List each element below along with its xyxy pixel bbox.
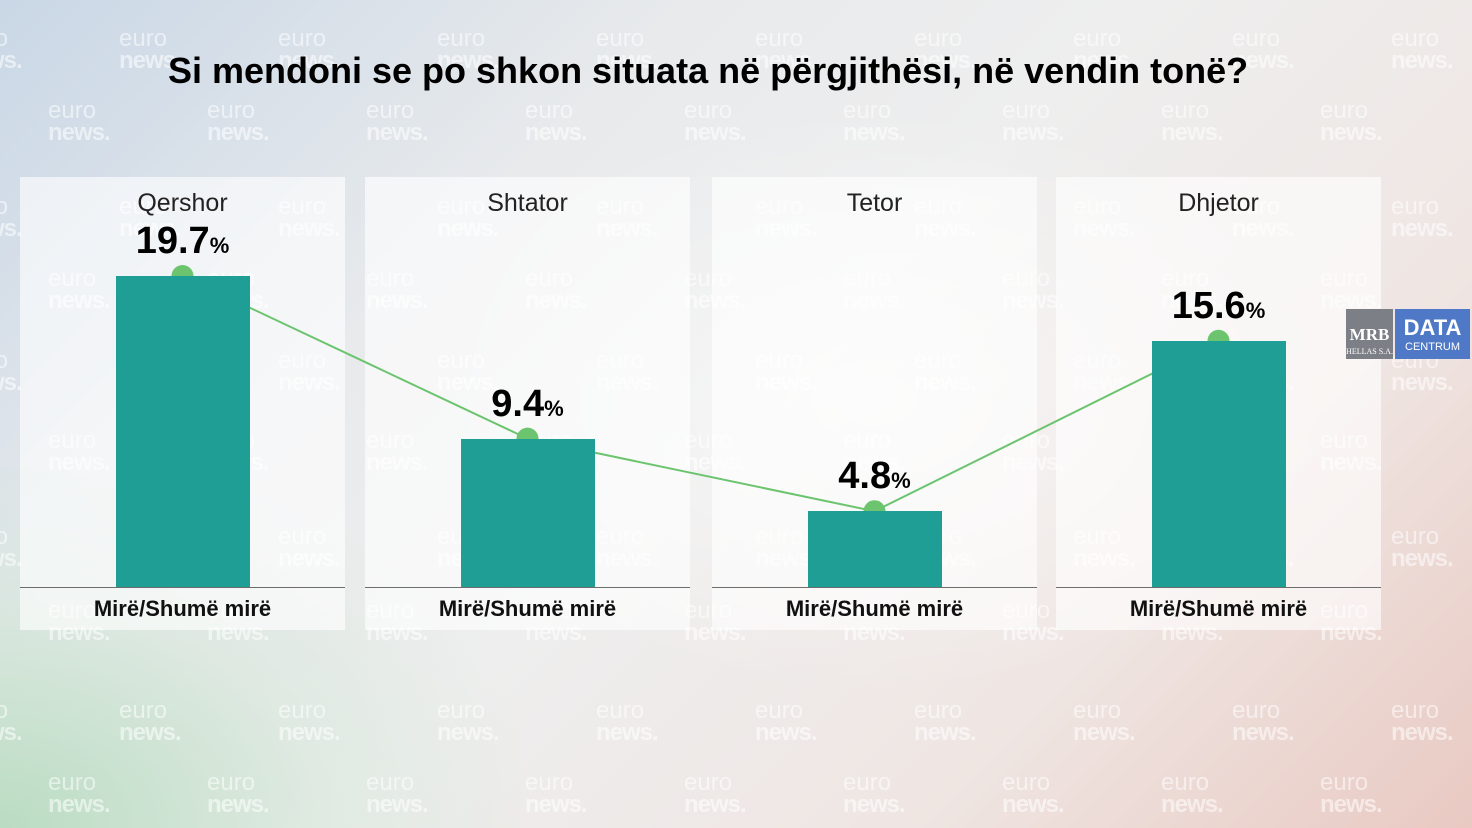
data-centrum-logo: DATA CENTRUM [1395,309,1470,359]
x-tick-label: Tetor [846,189,903,217]
chart-title: Si mendoni se po shkon situata në përgji… [168,50,1249,91]
panel-baseline [712,587,1037,588]
mrb-data-centrum-logo: MRB HELLAS S.A. DATA CENTRUM [1346,309,1470,359]
category-label: Mirë/Shumë mirë [438,596,617,621]
bar-shtator [460,438,595,587]
data-label: 4.8% [838,455,911,498]
mrb-logo: MRB HELLAS S.A. [1346,309,1393,359]
bar-qershor [115,276,250,587]
data-label: 9.4% [491,382,564,425]
trend-line [182,275,1219,513]
data-label: 15.6% [1171,284,1266,327]
bar-dhjetor [1151,340,1286,587]
x-tick-label: Dhjetor [1178,189,1259,217]
panel-baseline [20,587,345,588]
panel-baseline [1056,587,1381,588]
category-label: Mirë/Shumë mirë [785,596,964,621]
category-label: Mirë/Shumë mirë [93,596,272,621]
x-tick-label: Qershor [137,189,228,217]
category-label: Mirë/Shumë mirë [1129,596,1308,621]
x-tick-label: Shtator [487,189,568,217]
data-label: 19.7% [135,220,230,262]
panel-baseline [365,587,690,588]
bar-tetor [807,511,942,587]
